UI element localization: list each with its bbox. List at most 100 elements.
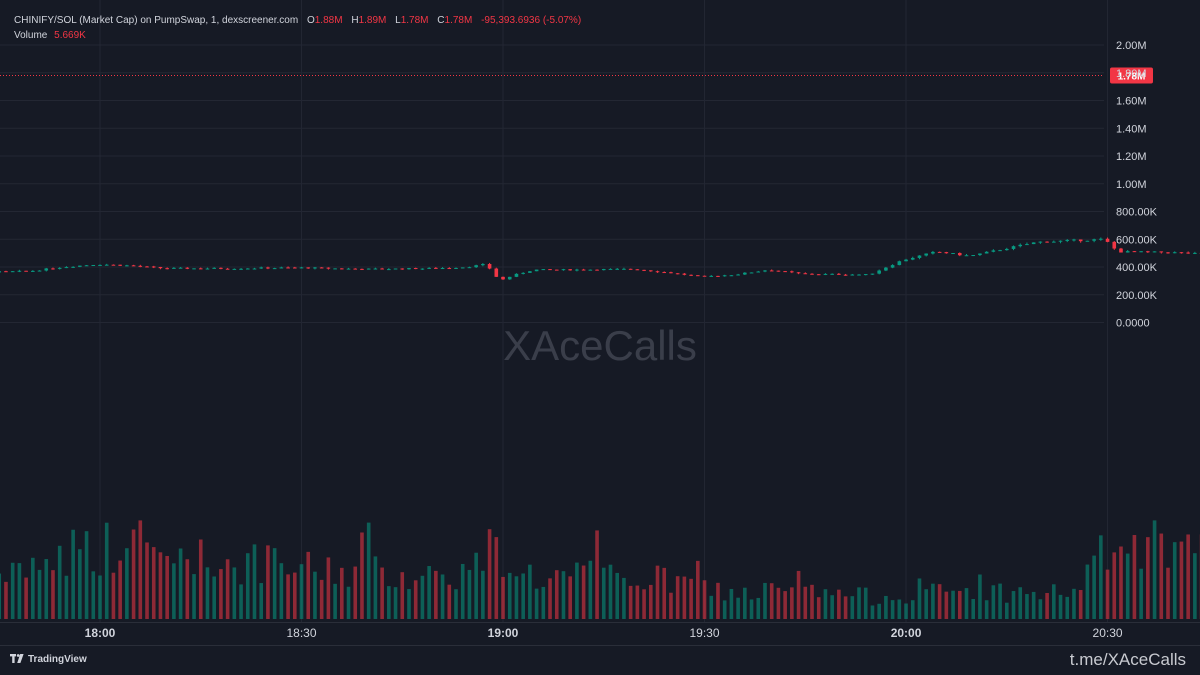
candle-body xyxy=(1004,248,1009,251)
volume-label[interactable]: Volume xyxy=(14,30,48,41)
candle-body xyxy=(266,267,270,269)
candle-body xyxy=(272,268,277,270)
candle-body xyxy=(340,268,344,270)
volume-bar xyxy=(548,578,552,619)
candle-body xyxy=(185,267,190,269)
candle-body xyxy=(884,267,888,271)
volume-bar xyxy=(1159,533,1164,619)
volume-bar xyxy=(655,565,660,619)
candle-body xyxy=(1112,241,1117,249)
candle-body xyxy=(64,267,69,269)
price-tick-label: 200.00K xyxy=(1116,290,1158,302)
candle-body xyxy=(198,268,203,270)
candle-body xyxy=(669,272,673,274)
volume-bar xyxy=(427,566,431,619)
candle-body xyxy=(702,275,707,277)
volume-bar xyxy=(554,570,559,619)
volume-bar xyxy=(17,563,22,619)
volume-bar xyxy=(326,557,331,619)
candle-body xyxy=(514,273,519,277)
legend-ohlc: CHINIFY/SOL (Market Cap) on PumpSwap, 1,… xyxy=(14,15,581,26)
candle-body xyxy=(837,273,841,275)
time-tick-label: 19:30 xyxy=(690,626,720,640)
volume-bar xyxy=(769,583,774,619)
candle-body xyxy=(924,253,928,256)
candle-body xyxy=(474,265,478,268)
candle-body xyxy=(816,274,821,276)
candle-body xyxy=(796,272,801,274)
volume-bar xyxy=(1072,588,1076,619)
candle-body xyxy=(31,270,35,272)
volume-bar xyxy=(877,603,881,619)
volume-bar xyxy=(185,559,190,619)
candle-body xyxy=(736,274,740,276)
volume-bar xyxy=(924,589,928,619)
candle-body xyxy=(1105,238,1110,242)
volume-bar xyxy=(279,563,284,619)
tradingview-brand[interactable]: TradingView xyxy=(10,654,87,665)
volume-bar xyxy=(790,587,794,619)
candle-body xyxy=(1025,244,1029,246)
symbol-title[interactable]: CHINIFY/SOL (Market Cap) on PumpSwap, 1,… xyxy=(14,15,299,26)
candle-body xyxy=(205,268,210,270)
candle-body xyxy=(897,261,902,266)
volume-bar xyxy=(722,600,727,619)
volume-bar xyxy=(1179,541,1184,619)
price-tick-label: 1.20M xyxy=(1116,151,1147,163)
volume-bar xyxy=(198,539,203,619)
volume-bar xyxy=(1011,591,1016,619)
candle-body xyxy=(131,265,136,267)
price-tick-label: 400.00K xyxy=(1116,262,1158,274)
volume-bar xyxy=(1025,594,1029,619)
channel-link[interactable]: t.me/XAceCalls xyxy=(1069,650,1186,669)
candle-body xyxy=(917,255,922,258)
candle-body xyxy=(440,268,445,270)
volume-bar xyxy=(393,587,398,619)
candle-body xyxy=(561,269,566,271)
candle-body xyxy=(964,255,969,257)
last-price-line: 1.78M xyxy=(0,67,1153,84)
volume-bar xyxy=(272,548,277,619)
volume-bar xyxy=(635,585,640,619)
candle-body xyxy=(91,264,96,266)
volume-bar xyxy=(299,564,304,619)
last-price-badge xyxy=(1110,67,1153,84)
candle-body xyxy=(823,273,828,275)
candle-body xyxy=(239,268,243,270)
volume-bar xyxy=(407,589,411,619)
candle-body xyxy=(628,268,633,270)
volume-bar xyxy=(581,565,586,619)
price-tick-label: 800.00K xyxy=(1116,207,1158,219)
candle-body xyxy=(689,274,693,276)
volume-bar xyxy=(346,586,351,619)
candle-body xyxy=(971,255,976,257)
candle-body xyxy=(387,269,391,271)
watermark: XAceCalls xyxy=(503,322,697,369)
volume-bar xyxy=(588,560,593,619)
volume-bar xyxy=(0,573,2,619)
candle-body xyxy=(655,271,660,273)
volume-bar xyxy=(440,574,445,619)
volume-bar xyxy=(1119,546,1123,619)
price-axis[interactable]: 2.00M 1.80M 1.60M 1.40M 1.20M 1.00M 800.00K 600… xyxy=(1116,40,1158,330)
candle-body xyxy=(870,273,875,275)
candle-body xyxy=(111,264,116,266)
volume-bar xyxy=(91,571,96,619)
volume-bar xyxy=(796,570,801,619)
volume-bar xyxy=(340,567,344,619)
volume-bar xyxy=(937,584,942,619)
volume-bar xyxy=(884,595,888,619)
candle-body xyxy=(84,265,89,267)
volume-bar xyxy=(380,567,384,619)
volume-bar xyxy=(71,529,75,619)
candle-body xyxy=(178,267,183,269)
time-axis[interactable]: :3518:0018:3019:0019:3020:0020:3021:0021… xyxy=(0,626,1200,640)
change-value: -95,393.6936 (-5.07%) xyxy=(481,15,582,26)
candle-body xyxy=(648,270,653,272)
volume-bar xyxy=(863,587,868,619)
volume-bar xyxy=(507,572,512,619)
volume-bar xyxy=(387,586,391,619)
candle-body xyxy=(1139,251,1143,253)
